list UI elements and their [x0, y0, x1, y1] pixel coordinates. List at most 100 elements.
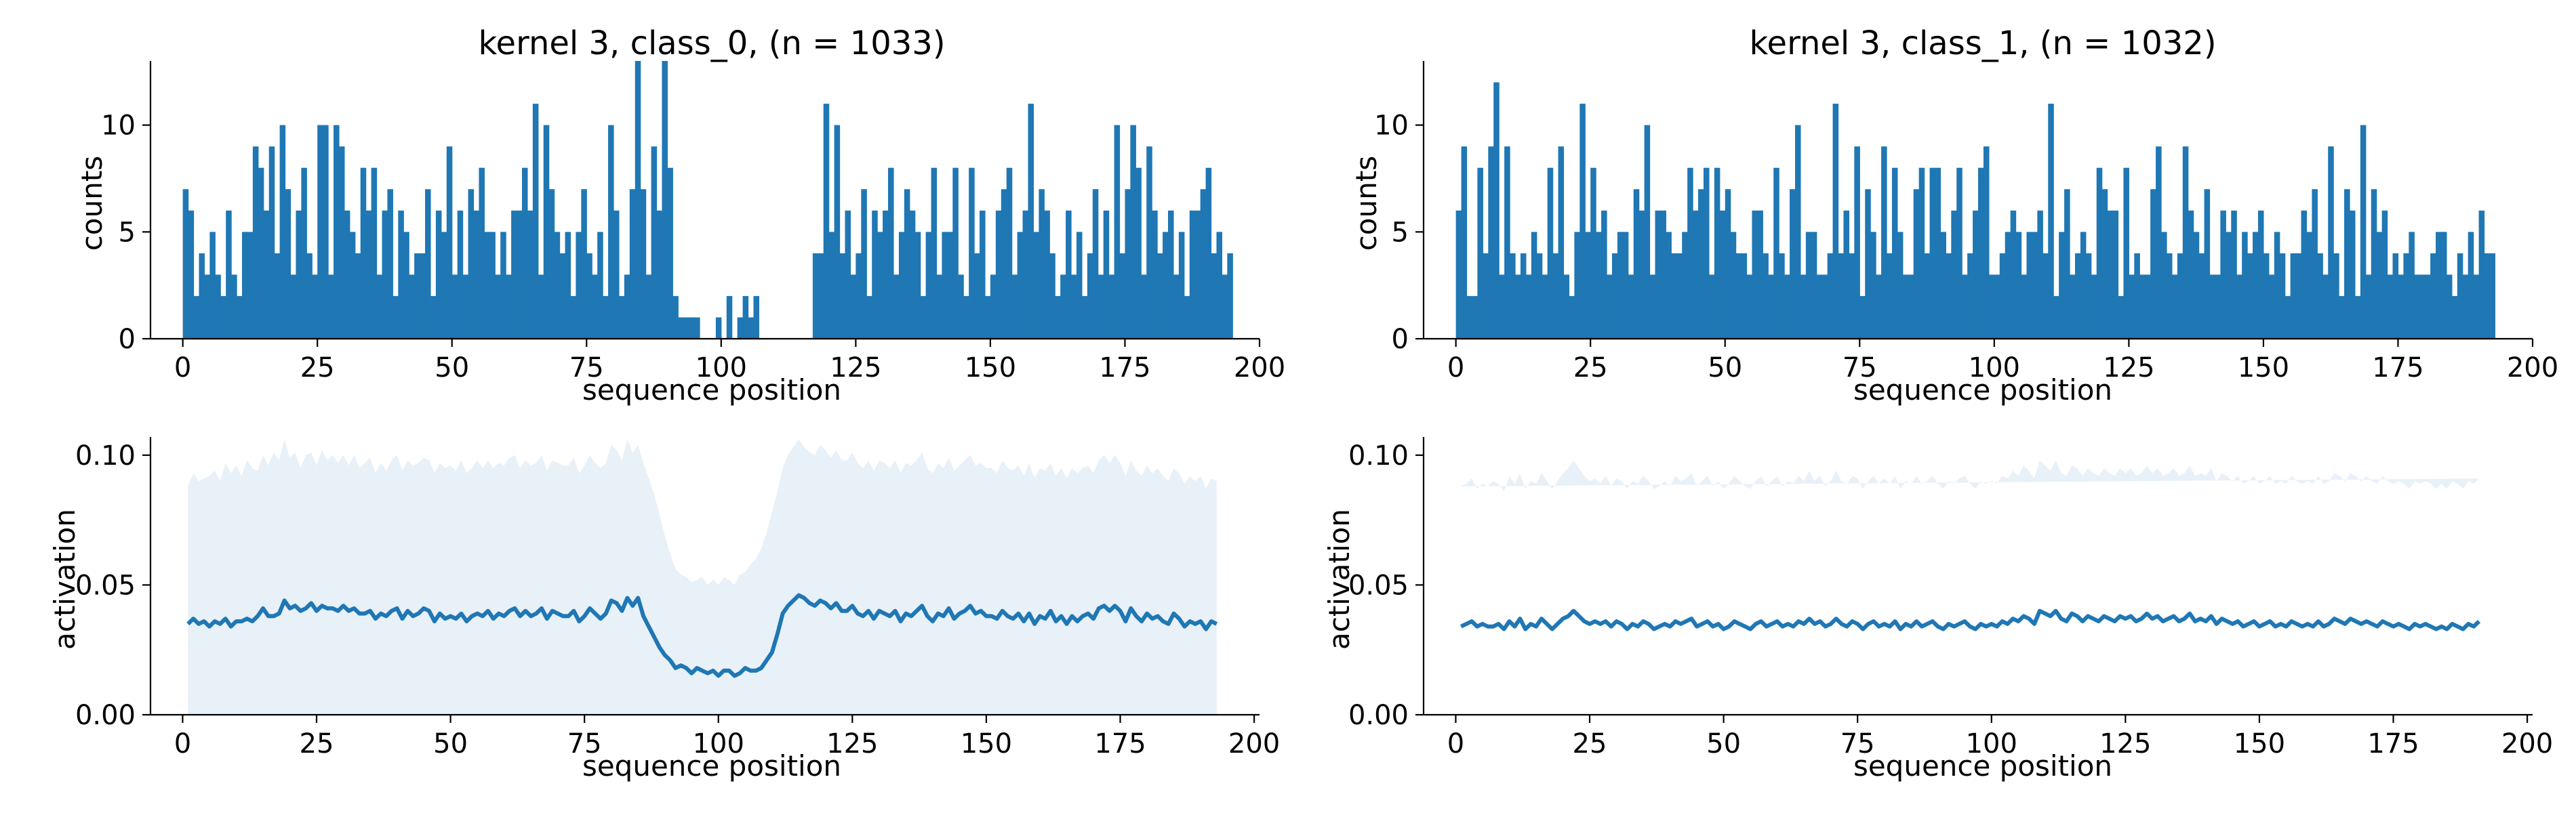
- histogram-bar: [2026, 232, 2033, 339]
- histogram-bar: [1585, 232, 1591, 339]
- histogram-bar: [1472, 295, 1478, 339]
- histogram-bar: [2129, 274, 2135, 339]
- histogram-bar: [1951, 210, 1957, 339]
- activation-mean-line: [186, 593, 1218, 678]
- histogram-bar: [920, 295, 927, 339]
- histogram-bar: [2005, 232, 2011, 339]
- histogram-bar: [430, 295, 437, 339]
- histogram-bar: [2414, 274, 2420, 339]
- activation-band: [1461, 460, 2479, 492]
- histogram-bar: [1552, 253, 1559, 339]
- histogram-bar: [683, 317, 689, 339]
- histogram-bar: [1838, 253, 1845, 339]
- histogram-bar: [2182, 146, 2189, 339]
- x-tick-label: 25: [1573, 728, 1607, 759]
- histogram-bar: [312, 274, 318, 339]
- histogram-bar: [204, 274, 210, 339]
- x-tick-label: 0: [174, 728, 191, 759]
- histogram-bar: [484, 232, 490, 339]
- histogram-bar: [517, 210, 523, 339]
- histogram-bar: [290, 274, 297, 339]
- y-tick-label: 0.00: [1348, 700, 1409, 731]
- chart-title: kernel 3, class_1, (n = 1032): [1749, 24, 2216, 62]
- histogram-bar: [365, 210, 372, 339]
- activation-range-area: [1461, 460, 2479, 492]
- histogram-panel-class1: kernel 3, class_1, (n = 1032) 0 25 50 75 100…: [1350, 24, 2558, 406]
- histogram-bar: [866, 295, 872, 339]
- histogram-bar: [2436, 232, 2442, 339]
- histogram-bar: [420, 253, 426, 339]
- histogram-bar: [1596, 232, 1602, 339]
- histogram-bar: [1897, 232, 1904, 339]
- histogram-bar: [263, 210, 270, 339]
- y-tick-label: 5: [119, 217, 136, 248]
- histogram-bar: [1510, 253, 1516, 339]
- histogram-bar: [1832, 104, 1839, 339]
- histogram-bar: [1827, 253, 1834, 339]
- histogram-bar: [2010, 210, 2017, 339]
- histogram-bar: [872, 210, 878, 339]
- histogram-bar: [2360, 125, 2367, 339]
- histogram-bar: [667, 167, 673, 339]
- histogram-bar: [1924, 253, 1931, 339]
- x-tick-label: 75: [567, 728, 602, 759]
- histogram-bar: [1163, 232, 1169, 339]
- histogram-bar: [952, 167, 959, 339]
- histogram-bar: [2387, 274, 2394, 339]
- histogram-bar: [1973, 210, 1979, 339]
- histogram-bar: [1876, 274, 1882, 339]
- histogram-bar: [1935, 167, 1941, 339]
- x-tick-label: 200: [1234, 352, 1285, 383]
- histogram-bar: [435, 210, 442, 339]
- histogram-bar: [1962, 274, 1968, 339]
- x-tick-label: 75: [1843, 352, 1877, 383]
- histogram-bar: [1092, 189, 1099, 339]
- histogram-bar: [828, 232, 835, 339]
- histogram-bar: [2021, 274, 2028, 339]
- y-tick-label: 5: [1392, 217, 1409, 248]
- histogram-bar: [2322, 274, 2329, 339]
- histogram-bar: [2403, 253, 2409, 339]
- histogram-bar: [893, 274, 900, 339]
- histogram-bar: [538, 274, 544, 339]
- histogram-bar: [2150, 189, 2156, 339]
- x-tick-label: 50: [433, 728, 468, 759]
- histogram-bar: [355, 253, 361, 339]
- histogram-bar: [1790, 189, 1796, 339]
- histogram-bar: [2059, 232, 2065, 339]
- histogram-bar: [2226, 232, 2232, 339]
- histogram-bar: [1779, 253, 1785, 339]
- histogram-bar: [1978, 167, 1984, 339]
- histogram-bar: [1698, 189, 1704, 339]
- histogram-bar: [2166, 253, 2173, 339]
- histogram-bar: [1940, 232, 1946, 339]
- histogram-bar: [376, 274, 383, 339]
- activation-mean-path: [186, 593, 1218, 678]
- histogram-bar: [958, 274, 964, 339]
- histogram-bar: [1999, 253, 2006, 339]
- histogram-bar: [1816, 274, 1823, 339]
- histogram-bar: [2365, 274, 2372, 339]
- histogram-bar: [1033, 232, 1039, 339]
- histogram-bar: [258, 167, 264, 339]
- histogram-bar: [1730, 232, 1737, 339]
- histogram-bar: [242, 232, 248, 339]
- histogram-bar: [1682, 232, 1688, 339]
- histogram-bar: [1146, 146, 1152, 339]
- histogram-bar: [1017, 232, 1024, 339]
- histogram-bar: [581, 189, 587, 339]
- histogram-bar: [618, 295, 625, 339]
- histogram-bar: [1022, 210, 1029, 339]
- x-tick-label: 150: [2238, 352, 2289, 383]
- histogram-bar: [1994, 274, 2000, 339]
- x-tick-label: 150: [965, 352, 1016, 383]
- histogram-bar: [252, 146, 259, 339]
- x-tick-label: 25: [300, 728, 334, 759]
- histogram-bar: [1638, 210, 1645, 339]
- histogram-panel-class0: kernel 3, class_0, (n = 1033) 0 25 50 75 100…: [75, 24, 1285, 406]
- y-tick-label: 10: [1374, 110, 1409, 142]
- histogram-bar: [613, 210, 620, 339]
- histogram-bar: [980, 210, 986, 339]
- histogram-bar: [1768, 274, 1774, 339]
- histogram-bar: [2257, 210, 2264, 339]
